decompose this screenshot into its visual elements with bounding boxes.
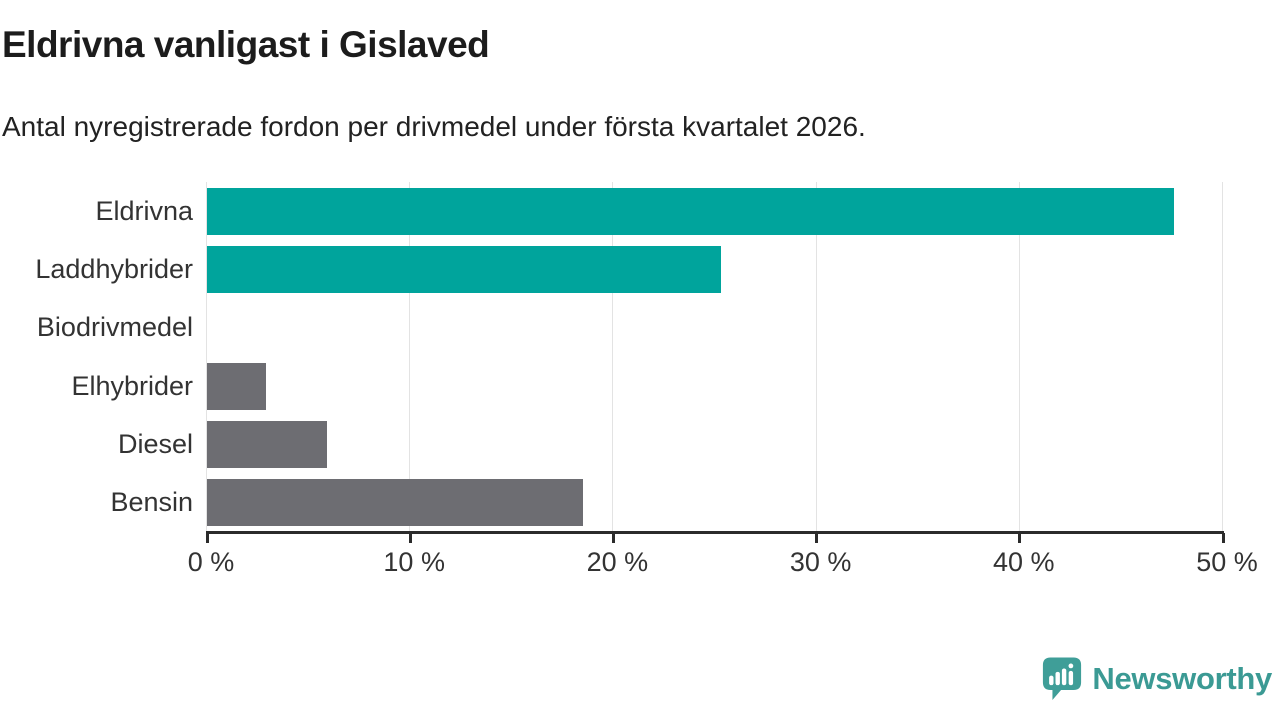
x-tick-mark-30	[815, 533, 819, 543]
plot-area	[206, 182, 1223, 532]
x-tick-mark-40	[1018, 533, 1022, 543]
gridline-40	[1018, 182, 1020, 532]
x-tick-mark-20	[611, 533, 615, 543]
newsworthy-chart-bubble-icon	[1043, 657, 1082, 700]
chart-subtitle: Antal nyregistrerade fordon per drivmede…	[2, 111, 866, 142]
x-tick-label-30: 30 %	[789, 547, 852, 577]
x-tick-mark-0	[205, 533, 209, 543]
x-tick-label-0: 0 %	[187, 547, 235, 577]
category-label-biodrivmedel: Biodrivmedel	[36, 312, 193, 343]
bar-eldrivna	[207, 187, 1175, 235]
category-label-diesel: Diesel	[117, 428, 193, 459]
bar-elhybrider	[207, 362, 266, 410]
x-tick-mark-50	[1221, 533, 1225, 543]
bar-diesel	[207, 421, 327, 468]
bar-bensin	[207, 479, 583, 527]
x-tick-label-20: 20 %	[586, 547, 649, 577]
x-axis-line	[206, 531, 1224, 534]
gridline-10	[409, 182, 411, 532]
category-label-laddhybrider: Laddhybrider	[35, 253, 193, 284]
gridline-30	[815, 182, 817, 532]
gridline-0	[206, 182, 207, 532]
chart-title: Eldrivna vanligast i Gislaved	[2, 24, 490, 65]
category-label-elhybrider: Elhybrider	[71, 370, 193, 401]
x-tick-label-10: 10 %	[383, 547, 445, 577]
category-label-eldrivna: Eldrivna	[95, 195, 193, 226]
category-axis: Eldrivna Laddhybrider Biodrivmedel Elhybrid…	[0, 182, 193, 532]
newsworthy-wordmark: Newsworthy	[1092, 660, 1272, 696]
x-tick-mark-10	[408, 533, 412, 543]
category-label-bensin: Bensin	[110, 487, 193, 518]
branding: Newsworthy	[1041, 655, 1272, 702]
x-tick-label-40: 40 %	[993, 547, 1055, 577]
x-tick-label-50: 50 %	[1196, 547, 1258, 577]
gridline-20	[612, 182, 614, 532]
gridline-50	[1222, 182, 1223, 532]
bar-laddhybrider	[207, 246, 722, 293]
